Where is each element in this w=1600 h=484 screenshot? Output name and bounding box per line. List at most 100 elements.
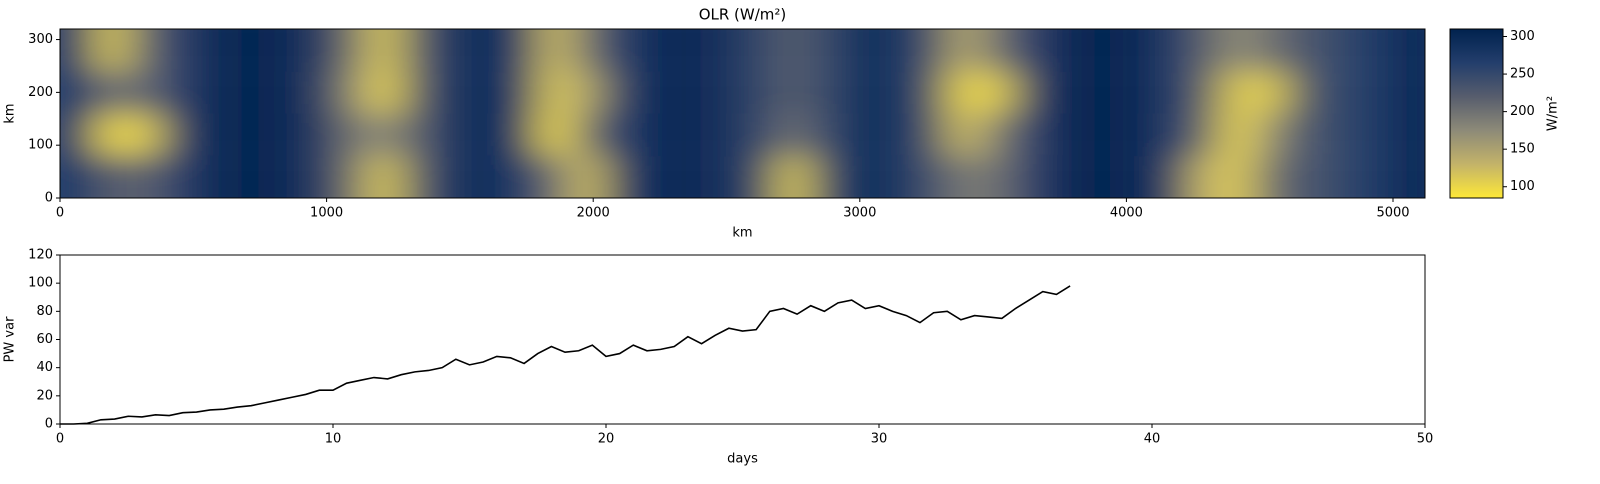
x-tick-label: 0 [56,432,64,447]
heat-cell [1254,71,1289,114]
heat-cell [674,29,709,72]
heat-cell [913,71,948,114]
heat-cell [1117,29,1152,72]
heat-cell [810,113,845,156]
plot-frame [59,254,1426,425]
heat-cell [1220,29,1255,72]
heat-cell [128,113,163,156]
heat-cell [1049,29,1084,72]
heat-cell [1220,155,1255,198]
heat-cell [571,71,606,114]
heat-cell [1083,71,1118,114]
heat-cell [981,71,1016,114]
heat-cell [333,29,368,72]
x-tick-label: 5000 [1376,206,1409,221]
x-tick-label: 3000 [843,206,876,221]
heat-cell [879,113,914,156]
heat-cell [94,71,129,114]
x-tick-label: 10 [325,432,342,447]
heat-cell [1220,113,1255,156]
heat-cell [1186,113,1221,156]
heat-cell [401,155,436,198]
chart-title: OLR (W/m²) [699,6,787,24]
x-tick-label: 0 [56,206,64,221]
heat-cell [571,29,606,72]
heat-cell [435,155,470,198]
heat-cell [708,29,743,72]
heat-cell [401,113,436,156]
heat-cell [879,71,914,114]
heat-cell [1152,155,1187,198]
heat-cell [1390,71,1425,114]
heat-cell [1083,113,1118,156]
y-tick-label: 100 [28,276,53,291]
heat-cell [435,71,470,114]
heat-cell [606,155,641,198]
y-tick-label: 0 [45,417,53,432]
heat-cell [230,29,265,72]
heat-cell [469,113,504,156]
heat-cell [571,155,606,198]
heat-cell [264,71,299,114]
heat-cell [708,71,743,114]
heat-cell [401,29,436,72]
heat-cell [1083,155,1118,198]
heat-cell [230,155,265,198]
heat-cell [264,113,299,156]
colorbar-tick-label: 200 [1510,104,1535,119]
heat-cell [1322,155,1357,198]
heat-cell [60,155,95,198]
colorbar-label: W/m² [1546,96,1561,131]
heat-cell [367,155,402,198]
heat-cell [196,113,231,156]
heat-cell [913,155,948,198]
heat-cell [981,113,1016,156]
heat-cell [776,155,811,198]
heat-cell [333,155,368,198]
heat-cell [1049,113,1084,156]
heat-cell [742,29,777,72]
heat-cell [640,71,675,114]
x-tick-label: 30 [871,432,888,447]
heat-cell [162,29,197,72]
y-tick-label: 120 [28,248,53,263]
heat-cell [1254,29,1289,72]
heat-cell [1390,29,1425,72]
heat-cell [60,71,95,114]
y-tick-label: 200 [28,85,53,100]
heat-cell [1288,29,1323,72]
x-tick-label: 1000 [310,206,343,221]
heat-cell [537,113,572,156]
heat-cell [537,71,572,114]
heat-cell [776,113,811,156]
heat-cell [1083,29,1118,72]
heat-cell [469,29,504,72]
heat-cell [1152,71,1187,114]
heat-cell [60,29,95,72]
heat-cell [367,71,402,114]
heat-cell [230,113,265,156]
heat-cell [333,71,368,114]
heat-cell [367,29,402,72]
heat-cell [1390,113,1425,156]
heat-cell [606,71,641,114]
heat-cell [913,29,948,72]
heat-cell [1186,71,1221,114]
heat-cell [503,71,538,114]
heat-cell [742,155,777,198]
heat-cell [1356,71,1391,114]
heat-cell [367,113,402,156]
heat-cell [879,29,914,72]
heat-cell [1254,155,1289,198]
heat-cell [1015,71,1050,114]
heat-cell [1049,155,1084,198]
heat-cell [1356,155,1391,198]
x-tick-label: 2000 [577,206,610,221]
heat-cell [94,155,129,198]
y-tick-label: 0 [45,191,53,206]
heat-cell [162,113,197,156]
heat-cell [879,155,914,198]
heat-cell [1254,113,1289,156]
y-tick-label: 60 [36,332,53,347]
heat-cell [264,155,299,198]
